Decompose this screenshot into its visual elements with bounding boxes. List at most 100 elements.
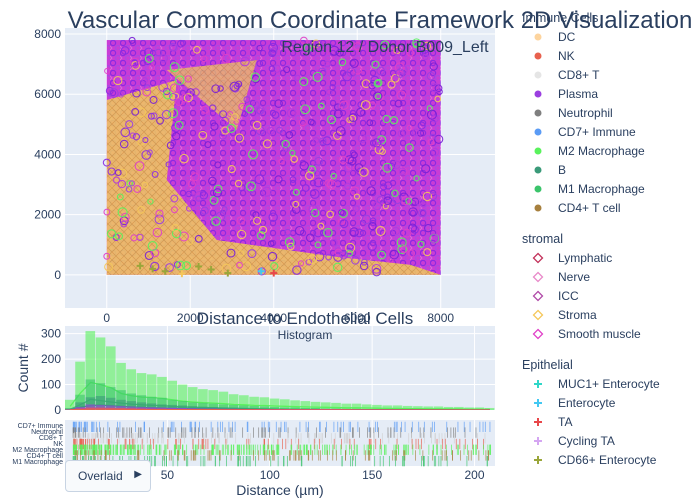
- cell-marker: [125, 120, 134, 129]
- cell-marker: [278, 158, 285, 165]
- legend-item[interactable]: TA: [534, 415, 572, 429]
- cell-marker: [357, 134, 367, 144]
- barmode-button[interactable]: Overlaid ▶: [65, 460, 151, 492]
- cell-marker: [117, 168, 128, 179]
- cell-marker: [434, 134, 444, 144]
- cell-marker: [218, 131, 228, 140]
- cell-marker: [114, 169, 122, 176]
- cell-marker: [176, 39, 185, 48]
- cell-marker: [351, 256, 360, 265]
- cell-marker: [195, 195, 202, 202]
- cell-marker: [398, 167, 407, 176]
- legend-circle-icon: [534, 33, 542, 41]
- legend-item[interactable]: DC: [534, 30, 576, 44]
- legend-item[interactable]: Lymphatic: [532, 251, 613, 265]
- cell-marker: [407, 249, 416, 258]
- histogram-bar: [361, 404, 372, 410]
- legend-item[interactable]: CD8+ T: [534, 68, 601, 82]
- cell-marker: [268, 49, 277, 58]
- rug-x-tick-label: 50: [161, 468, 175, 482]
- cell-marker: [248, 149, 259, 160]
- cell-marker: [255, 105, 265, 116]
- legend-item-label: Enterocyte: [558, 396, 616, 410]
- legend-item[interactable]: Nerve: [532, 270, 591, 284]
- cell-marker: [380, 183, 388, 191]
- histogram-bar: [372, 404, 382, 410]
- cell-marker: [256, 44, 263, 52]
- legend-item[interactable]: CD7+ Immune: [534, 125, 637, 139]
- cell-marker: [186, 88, 195, 97]
- cell-marker: [428, 233, 439, 244]
- cell-marker: [245, 105, 255, 114]
- cell-marker: [116, 193, 124, 201]
- cell-marker: [384, 193, 391, 201]
- histogram-series: [65, 331, 495, 410]
- legend-item-label: Stroma: [558, 308, 597, 322]
- histogram-bar: [85, 379, 96, 410]
- cell-marker: [268, 42, 279, 53]
- legend-item[interactable]: Neutrophil: [534, 106, 613, 120]
- cell-marker: [338, 217, 346, 225]
- legend-item[interactable]: Stroma: [532, 308, 598, 322]
- cell-marker: [141, 181, 149, 189]
- legend-item[interactable]: Enterocyte: [534, 396, 616, 410]
- cell-marker: [229, 81, 240, 92]
- histogram-bar: [116, 399, 126, 410]
- cell-marker: [147, 198, 154, 205]
- cell-marker: [128, 180, 135, 187]
- legend-item-label: CD8+ T: [558, 68, 600, 82]
- cell-marker: [236, 216, 245, 225]
- legend-item[interactable]: Cycling TA: [534, 434, 615, 448]
- legend-item-label: M2 Macrophage: [558, 144, 645, 158]
- cell-marker: [375, 93, 382, 100]
- cell-marker: [389, 249, 400, 260]
- histogram-bar: [75, 361, 85, 410]
- legend-item[interactable]: MUC1+ Enterocyte: [534, 377, 660, 391]
- cell-marker: [334, 180, 342, 188]
- histogram-bar: [177, 405, 188, 410]
- cell-marker: [402, 228, 412, 238]
- histogram-y-tick-label: 300: [41, 327, 61, 341]
- cell-marker: [426, 71, 436, 81]
- rug-row: [73, 438, 484, 450]
- histogram-bar: [208, 403, 218, 410]
- legend-item[interactable]: B: [534, 163, 567, 177]
- legend-item[interactable]: CD4+ T cell: [534, 201, 621, 215]
- cell-marker: [294, 225, 305, 236]
- legend-item-label: TA: [558, 415, 572, 429]
- cell-marker: [318, 137, 327, 146]
- legend-item[interactable]: Smooth muscle: [532, 327, 642, 341]
- cell-marker: [384, 181, 393, 190]
- histogram-bar: [126, 401, 137, 410]
- legend[interactable]: Immune Cells DC NK CD8+ T Plasma Neutrophil CD…: [522, 11, 660, 467]
- cell-marker: [148, 64, 156, 71]
- rug-row: [74, 450, 490, 461]
- histogram-bar: [95, 404, 106, 410]
- cell-marker: [314, 241, 322, 249]
- legend-item[interactable]: M1 Macrophage: [534, 182, 646, 196]
- cell-marker: [289, 149, 296, 157]
- stroma-band: [106, 80, 441, 275]
- legend-item[interactable]: ICC: [532, 289, 580, 303]
- cell-marker: [338, 58, 347, 67]
- cell-marker: [376, 141, 383, 149]
- cell-marker: [221, 53, 232, 64]
- cell-marker: [412, 41, 420, 49]
- legend-item[interactable]: CD66+ Enterocyte: [534, 453, 657, 467]
- cell-marker: [411, 128, 420, 137]
- cell-marker: [429, 192, 438, 201]
- cell-marker: [120, 46, 130, 55]
- legend-item[interactable]: Plasma: [534, 87, 599, 101]
- legend-item[interactable]: NK: [534, 49, 575, 63]
- cell-marker: [359, 167, 369, 177]
- histogram-bar: [116, 362, 126, 410]
- histogram-bar: [157, 376, 167, 410]
- cell-marker: [408, 207, 418, 217]
- scatter-y-tick-label: 4000: [34, 147, 61, 161]
- legend-item-label: Smooth muscle: [558, 327, 641, 341]
- legend-circle-icon: [534, 109, 542, 117]
- cell-marker: [360, 258, 368, 266]
- cell-marker: [238, 250, 245, 257]
- legend-item[interactable]: M2 Macrophage: [534, 144, 646, 158]
- cell-marker: [217, 85, 224, 92]
